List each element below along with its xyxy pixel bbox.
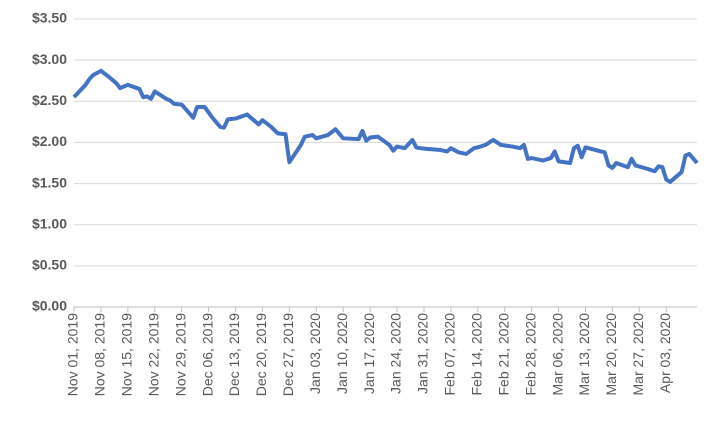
x-tick-label: Mar 27, 2020: [630, 313, 646, 396]
x-tick-label: Jan 03, 2020: [307, 313, 323, 394]
x-tick-label: Feb 21, 2020: [495, 313, 511, 396]
y-tick-label: $1.50: [32, 174, 67, 190]
x-tick-label: Jan 31, 2020: [415, 313, 431, 394]
x-tick-label: Nov 22, 2019: [145, 313, 161, 396]
x-tick-label: Nov 15, 2019: [119, 313, 135, 396]
x-tick-label: Jan 17, 2020: [361, 313, 377, 394]
x-tick-label: Mar 13, 2020: [576, 313, 592, 396]
y-tick-label: $2.50: [32, 92, 67, 108]
x-tick-label: Mar 20, 2020: [603, 313, 619, 396]
y-tick-label: $0.00: [32, 298, 67, 314]
x-tick-label: Dec 06, 2019: [199, 313, 215, 396]
x-tick-label: Jan 24, 2020: [388, 313, 404, 394]
x-tick-label: Feb 14, 2020: [468, 313, 484, 396]
y-tick-label: $0.50: [32, 257, 67, 273]
data-line: [72, 68, 699, 184]
y-tick-label: $3.50: [32, 10, 67, 26]
x-tick-label: Dec 20, 2019: [253, 313, 269, 396]
x-tick-label: Nov 29, 2019: [172, 313, 188, 396]
x-tick-label: Apr 03, 2020: [657, 313, 673, 393]
x-tick-label: Mar 06, 2020: [549, 313, 565, 396]
y-tick-label: $1.00: [32, 215, 67, 231]
x-tick-label: Feb 28, 2020: [522, 313, 538, 396]
y-tick-label: $2.00: [32, 133, 67, 149]
x-tick-label: Feb 07, 2020: [442, 313, 458, 396]
x-tick-label: Dec 13, 2019: [226, 313, 242, 396]
x-tick-label: Jan 10, 2020: [334, 313, 350, 394]
x-tick-label: Nov 01, 2019: [65, 313, 81, 396]
x-tick-label: Nov 08, 2019: [92, 313, 108, 396]
x-tick-label: Dec 27, 2019: [280, 313, 296, 396]
y-tick-label: $3.00: [32, 51, 67, 67]
